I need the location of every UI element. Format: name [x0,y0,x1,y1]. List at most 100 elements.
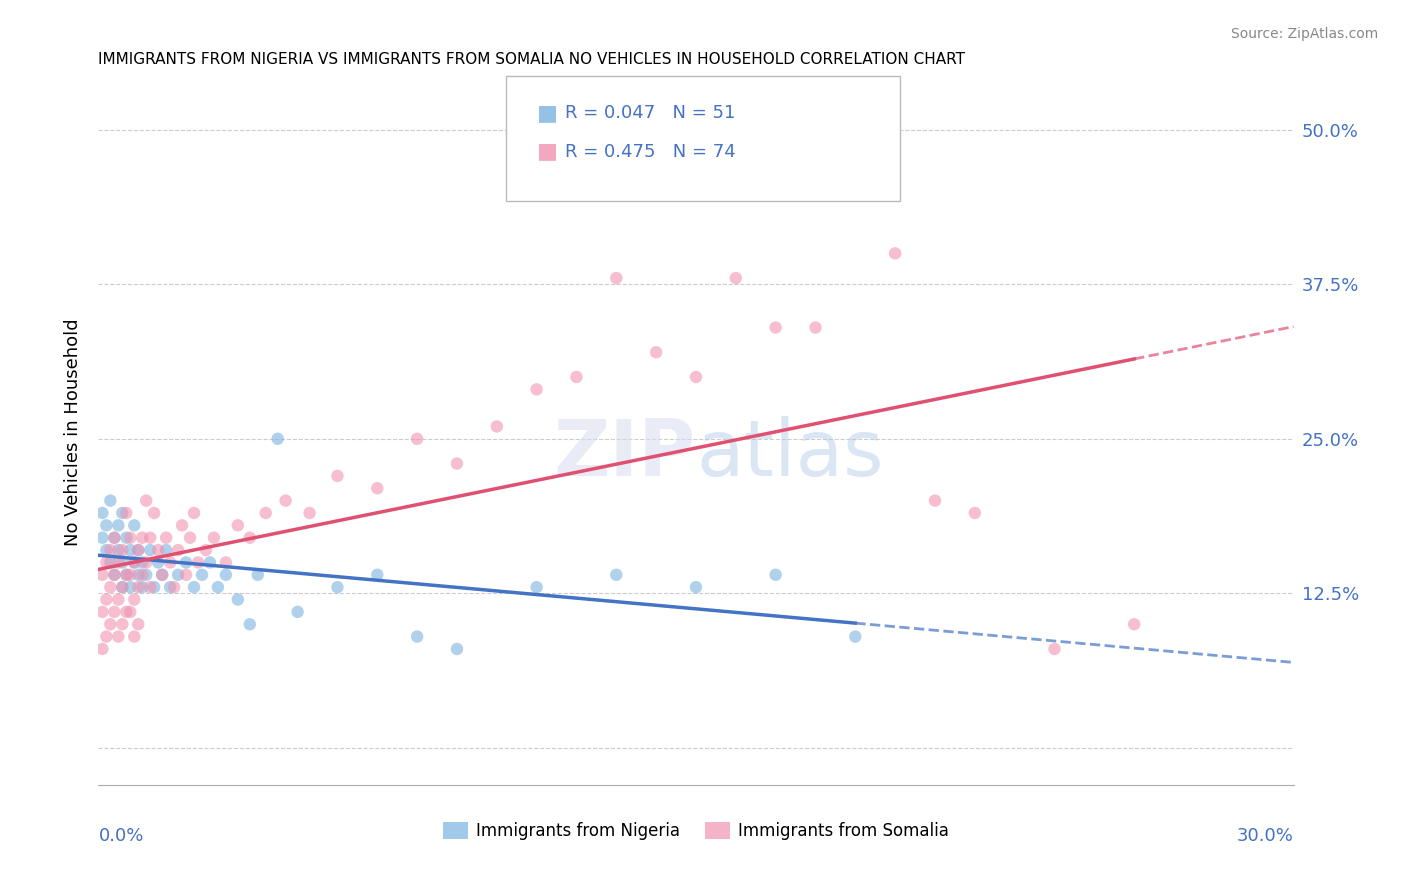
Point [150,567,173,582]
Point [115,567,138,582]
Text: R = 0.047   N = 51: R = 0.047 N = 51 [565,104,735,122]
Point [198,556,221,570]
Point [98,493,122,508]
Point [148,543,170,558]
Text: 30.0%: 30.0% [1237,827,1294,846]
Point [127,543,149,558]
Point [115,567,138,582]
Point [107,630,129,644]
Point [131,556,153,570]
Point [267,432,290,446]
Point [103,531,125,545]
Point [191,567,214,582]
Point [91,567,114,582]
Point [246,567,269,582]
Point [107,592,129,607]
Point [120,567,142,582]
Point [131,531,153,545]
Point [215,567,238,582]
Point [326,580,349,594]
Point [645,345,668,359]
Point [239,531,262,545]
Text: 0.0%: 0.0% [98,827,143,846]
Point [135,556,157,570]
Point [91,605,114,619]
Point [605,271,627,285]
Point [172,518,194,533]
Point [124,518,146,533]
Point [115,506,138,520]
Text: IMMIGRANTS FROM NIGERIA VS IMMIGRANTS FROM SOMALIA NO VEHICLES IN HOUSEHOLD CORR: IMMIGRANTS FROM NIGERIA VS IMMIGRANTS FR… [98,52,966,67]
Point [159,556,181,570]
Point [485,419,508,434]
Point [120,605,142,619]
Y-axis label: No Vehicles in Household: No Vehicles in Household [65,318,83,547]
Point [239,617,262,632]
Point [183,506,205,520]
Point [103,567,125,582]
Point [111,556,134,570]
Point [179,531,201,545]
Point [103,567,125,582]
Point [298,506,321,520]
Point [107,556,129,570]
Point [120,543,142,558]
Point [765,567,787,582]
Point [127,580,149,594]
Point [174,567,197,582]
Point [91,506,114,520]
Point [115,605,138,619]
Point [98,556,122,570]
Point [96,518,118,533]
Point [111,580,134,594]
Point [167,567,190,582]
Text: ZIP: ZIP [554,416,696,491]
Point [207,580,229,594]
Point [446,457,468,471]
Point [143,506,166,520]
Point [187,556,209,570]
Point [107,518,129,533]
Point [565,370,588,384]
Point [366,567,388,582]
Text: atlas: atlas [696,416,883,491]
Point [226,518,249,533]
Text: ■: ■ [537,142,558,161]
Text: Source: ZipAtlas.com: Source: ZipAtlas.com [1230,27,1378,41]
Point [135,567,157,582]
Legend: Immigrants from Nigeria, Immigrants from Somalia: Immigrants from Nigeria, Immigrants from… [436,815,956,847]
Point [135,493,157,508]
Point [226,592,249,607]
Point [1123,617,1146,632]
Point [98,580,122,594]
Point [124,556,146,570]
Point [96,556,118,570]
Point [111,543,134,558]
Point [605,567,627,582]
Point [406,630,429,644]
Point [127,617,149,632]
Point [91,531,114,545]
Point [163,580,186,594]
Point [139,531,162,545]
Text: R = 0.475   N = 74: R = 0.475 N = 74 [565,143,735,161]
Point [924,493,946,508]
Point [254,506,277,520]
Point [131,567,153,582]
Point [167,543,190,558]
Point [96,592,118,607]
Point [127,543,149,558]
Point [844,630,866,644]
Point [148,556,170,570]
Point [103,605,125,619]
Point [111,617,134,632]
Point [765,320,787,334]
Point [685,370,707,384]
Point [124,556,146,570]
Point [446,642,468,657]
Point [804,320,827,334]
Point [115,531,138,545]
Point [111,580,134,594]
Point [139,543,162,558]
Point [111,506,134,520]
